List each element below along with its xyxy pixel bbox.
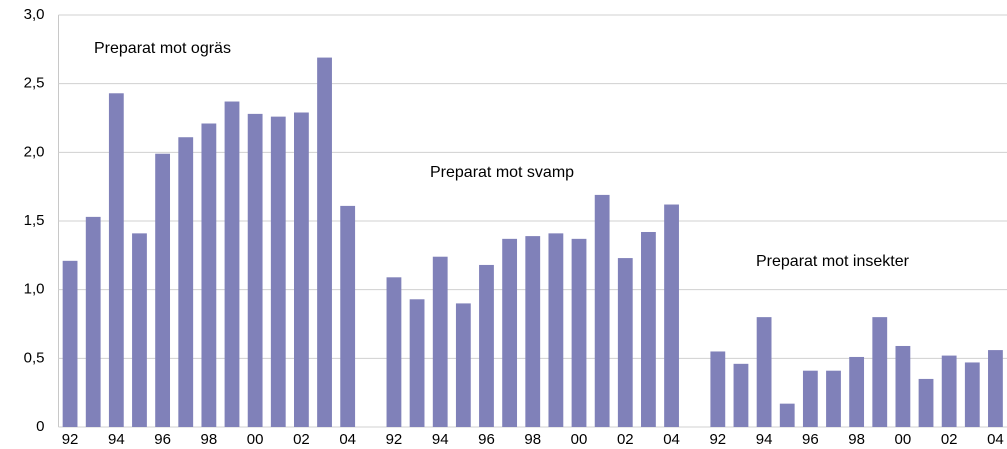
- bar: [409, 299, 425, 427]
- bar: [988, 350, 1003, 427]
- bar: [525, 236, 541, 427]
- bar: [224, 101, 240, 428]
- bar: [802, 370, 818, 427]
- bar: [294, 112, 309, 428]
- x-tick-label: 00: [247, 431, 264, 448]
- x-tick-label: 04: [987, 431, 1004, 448]
- y-tick-label: 2,5: [24, 75, 45, 92]
- bar: [340, 205, 356, 427]
- bar: [479, 264, 494, 427]
- annotation: Preparat mot ogräs: [94, 40, 231, 57]
- bar: [247, 113, 263, 427]
- bar: [85, 216, 101, 427]
- bar: [201, 123, 217, 427]
- x-tick-label: 92: [709, 431, 726, 448]
- bar: [432, 256, 448, 427]
- bar: [317, 57, 332, 427]
- x-tick-label: 02: [617, 431, 634, 448]
- x-tick-label: 92: [386, 431, 403, 448]
- y-tick-label: 1,0: [24, 281, 45, 298]
- bar: [548, 233, 564, 427]
- bar: [664, 204, 679, 427]
- y-tick-label: 1,5: [24, 212, 45, 229]
- x-tick-label: 94: [432, 431, 449, 448]
- x-tick-label: 98: [524, 431, 541, 448]
- bar: [62, 260, 78, 427]
- y-tick-label: 3,0: [24, 6, 45, 23]
- bar: [132, 233, 147, 427]
- bar: [733, 363, 749, 427]
- annotation: Preparat mot insekter: [756, 253, 910, 270]
- bar: [270, 116, 286, 428]
- bar: [108, 93, 124, 427]
- x-tick-label: 96: [154, 431, 171, 448]
- x-tick-label: 96: [802, 431, 819, 448]
- x-tick-label: 96: [478, 431, 495, 448]
- x-tick-label: 98: [201, 431, 218, 448]
- x-tick-label: 02: [293, 431, 310, 448]
- bar: [641, 231, 656, 427]
- bar: [941, 355, 957, 427]
- bar: [779, 403, 795, 427]
- x-tick-label: 02: [941, 431, 958, 448]
- x-tick-label: 00: [895, 431, 912, 448]
- bar: [617, 258, 633, 427]
- x-tick-label: 92: [62, 431, 79, 448]
- x-tick-label: 94: [756, 431, 773, 448]
- bar: [710, 351, 726, 427]
- bar: [386, 277, 402, 427]
- x-tick-label: 04: [663, 431, 680, 448]
- bar: [178, 137, 194, 427]
- bar: [155, 153, 171, 427]
- bar: [571, 238, 587, 427]
- bar: [826, 370, 841, 427]
- bar: [756, 317, 772, 427]
- bar: [964, 362, 980, 427]
- annotation: Preparat mot svamp: [430, 164, 574, 181]
- x-tick-label: 04: [339, 431, 356, 448]
- x-tick-label: 00: [571, 431, 588, 448]
- x-tick-label: 98: [848, 431, 865, 448]
- bar: [594, 194, 610, 427]
- y-tick-label: 2,0: [24, 143, 45, 160]
- y-tick-label: 0,5: [24, 349, 45, 366]
- x-tick-label: 94: [108, 431, 125, 448]
- bar: [918, 378, 934, 427]
- bar: [502, 238, 518, 427]
- bar: [872, 317, 888, 427]
- bar: [849, 356, 865, 427]
- bar: [895, 345, 911, 427]
- y-tick-label: 0: [36, 418, 44, 435]
- bar: [455, 303, 471, 427]
